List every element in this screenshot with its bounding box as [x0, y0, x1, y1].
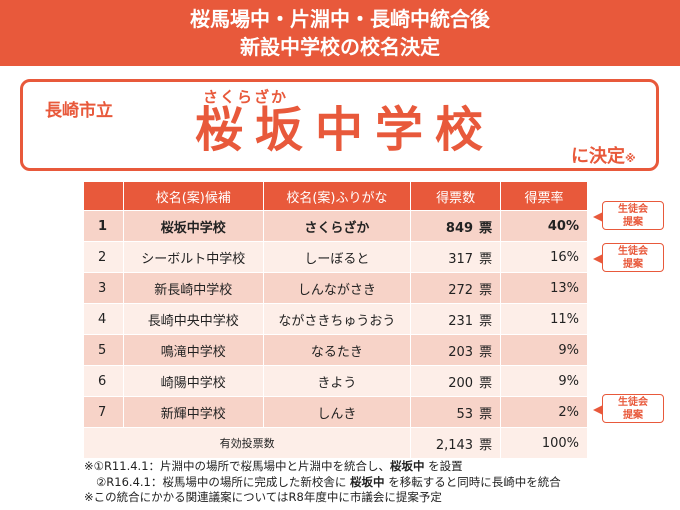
student-council-callout: 生徒会 提案	[593, 201, 664, 230]
total-rate: 100%	[500, 427, 588, 459]
row-kana: しんき	[262, 396, 412, 428]
callout-line-2: 提案	[623, 259, 643, 270]
note-1: ※①R11.4.1：片淵中の場所で桜馬場中と片淵中を統合し、桜坂中 を設置	[84, 459, 561, 475]
row-name: 新長崎中学校	[122, 272, 264, 304]
table-row: 7 新輝中学校 しんき 53 票 2%	[83, 396, 588, 428]
row-rate: 2%	[500, 396, 588, 428]
total-votes: 2,143 票	[410, 427, 502, 459]
votes-value: 272	[448, 282, 474, 298]
votes-value: 231	[448, 313, 474, 329]
row-rate: 16%	[500, 241, 588, 273]
row-kana: なるたき	[262, 334, 412, 366]
row-kana: きよう	[262, 365, 412, 397]
callout-line-1: 生徒会	[618, 204, 648, 215]
row-kana: さくらざか	[262, 210, 412, 242]
note-1-school: 桜坂中	[390, 459, 425, 473]
table-row: 2 シーボルト中学校 しーぼると 317 票 16%	[83, 241, 588, 273]
row-votes: 849 票	[410, 210, 502, 242]
student-council-callout: 生徒会 提案	[593, 394, 664, 423]
header-rate: 得票率	[500, 181, 588, 211]
callout-line-2: 提案	[623, 410, 643, 421]
table-row: 5 鳴滝中学校 なるたき 203 票 9%	[83, 334, 588, 366]
note-2: ②R16.4.1：桜馬場中の場所に完成した新校舎に 桜坂中 を移転すると同時に長…	[84, 475, 561, 491]
callout-line-2: 提案	[623, 217, 643, 228]
header-no	[83, 181, 124, 211]
row-rate: 13%	[500, 272, 588, 304]
decided-text: に決定	[571, 146, 625, 167]
school-furigana: さくらざか	[203, 88, 289, 106]
row-votes: 200 票	[410, 365, 502, 397]
decision-box: 長崎市立 さくらざか 桜坂中学校 に決定※	[20, 79, 659, 171]
student-council-callout: 生徒会 提案	[593, 243, 664, 272]
note-2-text-c: を移転すると同時に長崎中を統合	[388, 474, 561, 489]
row-rate: 9%	[500, 365, 588, 397]
table-row: 6 崎陽中学校 きよう 200 票 9%	[83, 365, 588, 397]
row-votes: 203 票	[410, 334, 502, 366]
table-row: 4 長崎中央中学校 ながさきちゅうおう 231 票 11%	[83, 303, 588, 335]
note-1-text-c: を設置	[428, 459, 463, 473]
row-name: 桜坂中学校	[122, 210, 264, 242]
votes-value: 317	[448, 251, 474, 267]
header-name: 校名(案)候補	[122, 181, 264, 211]
total-votes-value: 2,143	[435, 437, 474, 453]
callout-line-1: 生徒会	[618, 246, 648, 257]
note-2-text-a: ②R16.4.1：桜馬場中の場所に完成した新校舎に	[96, 474, 347, 489]
row-votes: 272 票	[410, 272, 502, 304]
note-1-text-a: ※①R11.4.1：片淵中の場所で桜馬場中と片淵中を統合し、	[84, 459, 391, 473]
votes-unit: 票	[479, 251, 493, 267]
total-votes-unit: 票	[479, 437, 493, 453]
table-row: 1 桜坂中学校 さくらざか 849 票 40%	[83, 210, 588, 242]
header-kana: 校名(案)ふりがな	[262, 181, 412, 211]
row-no: 4	[83, 303, 124, 335]
row-name: シーボルト中学校	[122, 241, 264, 273]
row-name: 新輝中学校	[122, 396, 264, 428]
total-row: 有効投票数 2,143 票 100%	[82, 427, 588, 459]
row-votes: 231 票	[410, 303, 502, 335]
table-header-row: 校名(案)候補 校名(案)ふりがな 得票数 得票率	[83, 181, 588, 211]
votes-unit: 票	[479, 344, 493, 360]
footnotes: ※①R11.4.1：片淵中の場所で桜馬場中と片淵中を統合し、桜坂中 を設置 ②R…	[84, 459, 561, 506]
votes-value: 200	[448, 375, 474, 391]
row-name: 崎陽中学校	[122, 365, 264, 397]
table-row: 3 新長崎中学校 しんながさき 272 票 13%	[83, 272, 588, 304]
school-name: 桜坂中学校	[195, 102, 496, 158]
note-2-school: 桜坂中	[350, 474, 385, 489]
decided-mark: ※	[625, 152, 636, 165]
decided-label: に決定※	[571, 142, 636, 168]
row-no: 2	[83, 241, 124, 273]
votes-value: 53	[456, 406, 474, 422]
title-line-1: 桜馬場中・片淵中・長崎中統合後	[190, 7, 490, 31]
note-3: ※この統合にかかる関連議案についてはR8年度中に市議会に提案予定	[84, 490, 442, 504]
row-rate: 40%	[500, 210, 588, 242]
row-kana: ながさきちゅうおう	[262, 303, 412, 335]
row-votes: 317 票	[410, 241, 502, 273]
row-name: 長崎中央中学校	[122, 303, 264, 335]
votes-unit: 票	[479, 375, 493, 391]
row-no: 7	[83, 396, 124, 428]
row-no: 6	[83, 365, 124, 397]
row-kana: しーぼると	[262, 241, 412, 273]
vote-results-table: 校名(案)候補 校名(案)ふりがな 得票数 得票率 1 桜坂中学校 さくらざか …	[82, 181, 588, 459]
header-votes: 得票数	[410, 181, 502, 211]
callout-line-1: 生徒会	[618, 397, 648, 408]
row-no: 3	[83, 272, 124, 304]
votes-unit: 票	[479, 313, 493, 329]
row-rate: 11%	[500, 303, 588, 335]
votes-unit: 票	[479, 220, 493, 236]
row-name: 鳴滝中学校	[122, 334, 264, 366]
row-rate: 9%	[500, 334, 588, 366]
row-no: 5	[83, 334, 124, 366]
votes-unit: 票	[479, 282, 493, 298]
row-votes: 53 票	[410, 396, 502, 428]
title-line-2: 新設中学校の校名決定	[240, 35, 440, 59]
row-kana: しんながさき	[262, 272, 412, 304]
row-no: 1	[83, 210, 124, 242]
city-label: 長崎市立	[45, 101, 113, 121]
votes-value: 203	[448, 344, 474, 360]
votes-value: 849	[445, 220, 474, 236]
total-label: 有効投票数	[82, 427, 412, 459]
votes-unit: 票	[479, 406, 493, 422]
title-banner: 桜馬場中・片淵中・長崎中統合後 新設中学校の校名決定	[0, 0, 680, 66]
